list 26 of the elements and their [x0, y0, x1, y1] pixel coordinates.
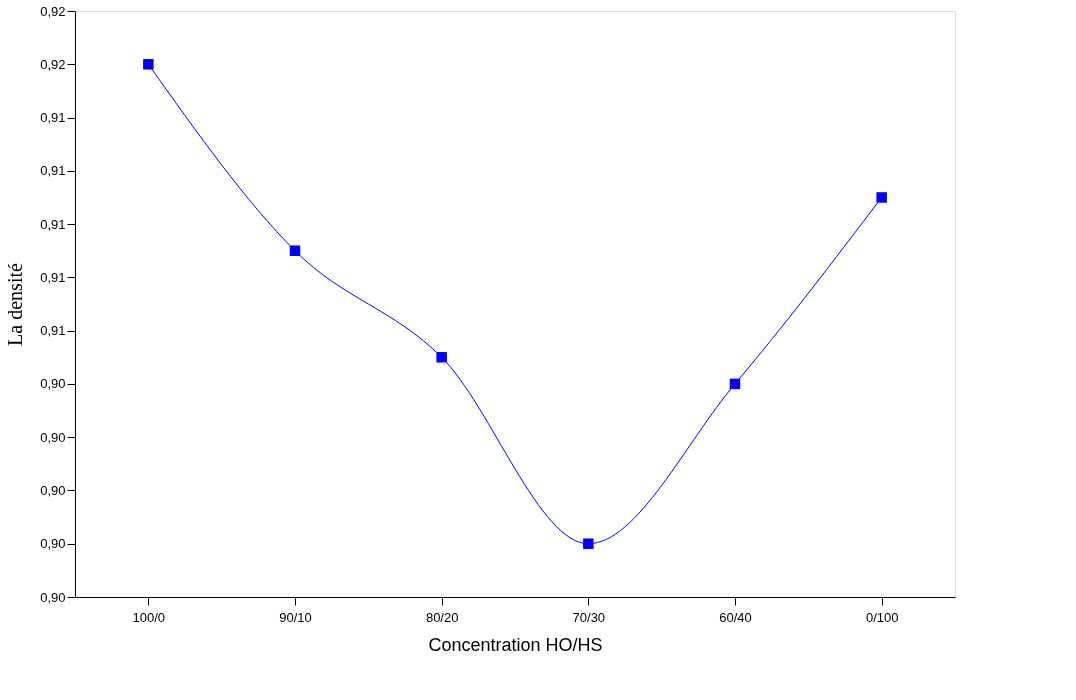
x-tick-label: 100/0	[132, 609, 166, 625]
x-tick-label: 80/20	[425, 609, 459, 625]
x-tick-label: 0/100	[865, 609, 899, 625]
point	[583, 538, 594, 549]
y-tick-label: 0,90	[40, 589, 66, 605]
y-tick-label: 0,91	[40, 216, 66, 232]
y-tick-label: 0,91	[40, 110, 66, 126]
x-tick-label: 90/10	[279, 609, 312, 625]
x-tick-label: 70/30	[572, 609, 606, 625]
y-axis-title: La densité	[4, 263, 27, 346]
y-tick-label: 0,92	[40, 3, 66, 19]
y-tick-label: 0,90	[40, 376, 66, 392]
point	[876, 192, 887, 203]
y-tick-label: 0,90	[40, 429, 66, 445]
y-tick-label: 0,91	[40, 269, 66, 285]
point	[436, 352, 447, 363]
y-tick-label: 0,90	[40, 536, 66, 552]
point	[289, 245, 301, 256]
point	[729, 378, 741, 390]
x-tick-label: 60/40	[719, 609, 752, 625]
x-axis-title: Concentration HO/HS	[428, 634, 603, 655]
y-tick-label: 0,91	[40, 163, 66, 179]
point	[143, 59, 154, 70]
y-tick-label: 0,92	[40, 56, 66, 72]
y-tick-label: 0,90	[40, 482, 66, 498]
y-tick-label: 0,91	[40, 323, 66, 339]
